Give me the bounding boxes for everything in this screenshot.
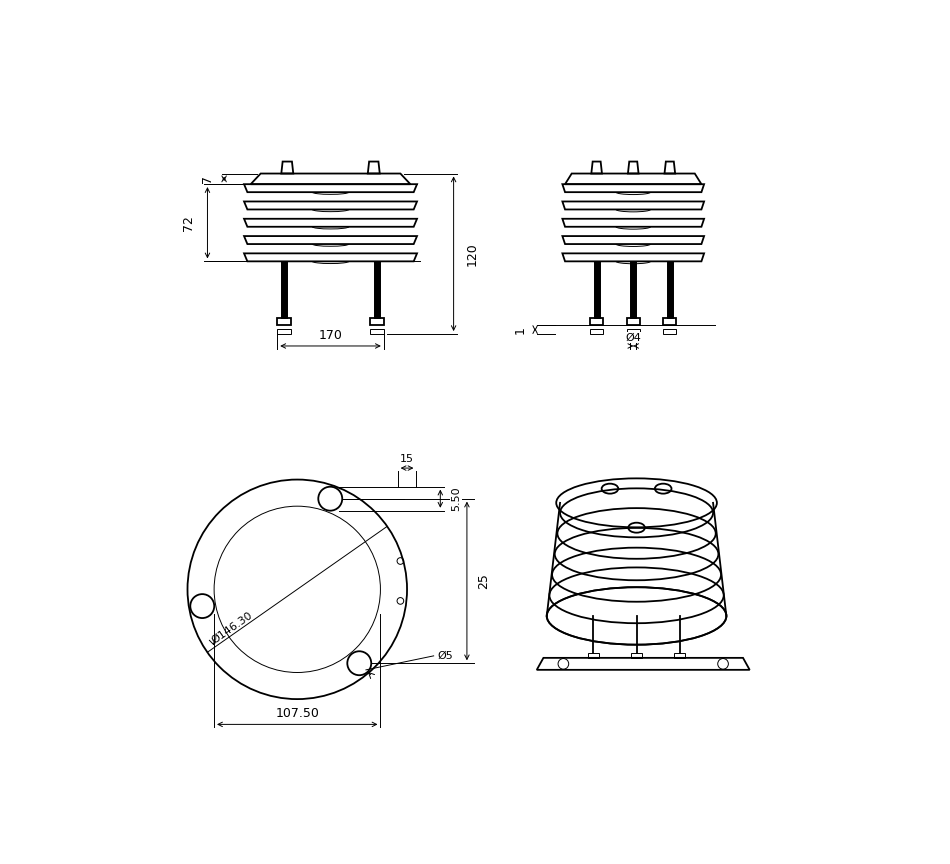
Bar xyxy=(631,652,642,658)
Bar xyxy=(590,318,603,325)
Text: 107.50: 107.50 xyxy=(276,707,319,720)
Bar xyxy=(588,652,598,658)
Bar xyxy=(370,329,384,334)
Bar xyxy=(277,329,291,334)
Bar xyxy=(277,318,291,325)
Bar xyxy=(630,261,636,318)
Bar xyxy=(667,261,673,318)
Text: 15: 15 xyxy=(400,454,414,464)
Text: 7: 7 xyxy=(201,175,214,183)
Bar xyxy=(370,318,384,325)
Bar xyxy=(281,261,287,318)
Text: Ø5: Ø5 xyxy=(437,651,453,661)
Text: 1: 1 xyxy=(513,326,526,334)
Text: 5.50: 5.50 xyxy=(451,486,461,511)
Bar xyxy=(627,329,640,334)
Bar xyxy=(627,318,640,325)
Bar xyxy=(374,261,380,318)
Text: 120: 120 xyxy=(466,242,479,265)
Bar xyxy=(663,318,676,325)
Text: Ø146.30: Ø146.30 xyxy=(210,610,255,645)
Bar xyxy=(674,652,685,658)
Bar xyxy=(594,261,599,318)
Text: 25: 25 xyxy=(477,573,490,589)
Text: Ø4: Ø4 xyxy=(625,333,641,343)
Text: 72: 72 xyxy=(182,215,196,231)
Bar xyxy=(663,329,676,334)
Bar xyxy=(590,329,603,334)
Text: 170: 170 xyxy=(318,329,342,342)
